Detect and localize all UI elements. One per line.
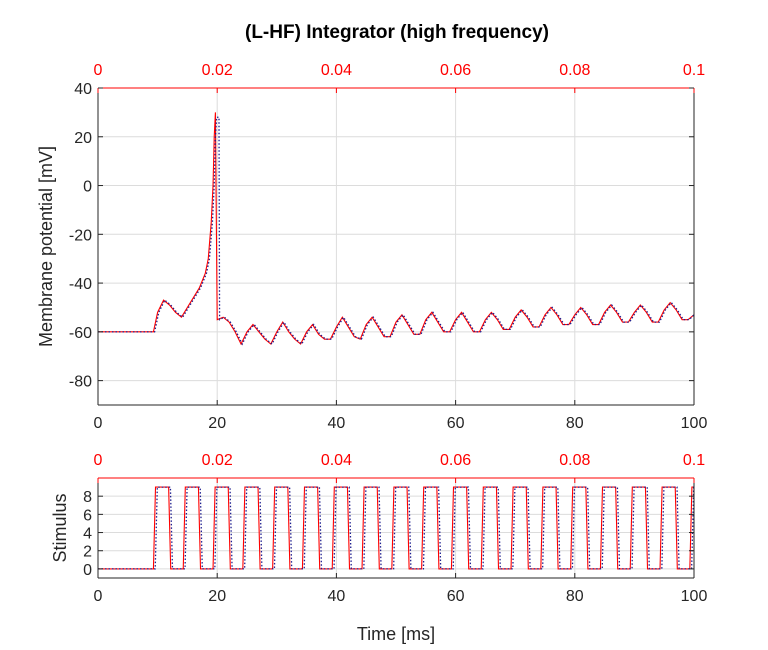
series-line-dotted bbox=[98, 486, 694, 570]
y-tick-label: 2 bbox=[83, 544, 92, 561]
membrane-potential-plot: 0 20 40 60 80 100 0 0.02 0.04 0.06 0.08 0.1 40 20 0 -20… bbox=[36, 62, 707, 432]
y-tick-label: 40 bbox=[74, 81, 92, 98]
top-x-tick-label: 0.06 bbox=[440, 62, 471, 79]
top-x-tick-label: 0.1 bbox=[683, 452, 705, 469]
y-tick-label: -80 bbox=[69, 374, 92, 391]
chart-title: (L-HF) Integrator (high frequency) bbox=[245, 22, 549, 43]
x-tick-label: 60 bbox=[447, 415, 465, 432]
series-line-solid bbox=[98, 112, 694, 346]
x-tick-label: 100 bbox=[681, 415, 708, 432]
x-axis-label: Time [ms] bbox=[357, 624, 435, 644]
top-x-tick-label: 0.04 bbox=[321, 62, 352, 79]
y-tick-label: 20 bbox=[74, 130, 92, 147]
y-axis-label: Membrane potential [mV] bbox=[36, 146, 56, 347]
x-tick-label: 0 bbox=[94, 588, 103, 605]
y-axis-label: Stimulus bbox=[50, 493, 70, 562]
y-tick-label: -40 bbox=[69, 276, 92, 293]
y-tick-label: 8 bbox=[83, 489, 92, 506]
top-x-tick-label: 0.02 bbox=[202, 452, 233, 469]
x-tick-label: 40 bbox=[328, 415, 346, 432]
series-line-dotted bbox=[98, 116, 694, 346]
top-x-tick-label: 0.1 bbox=[683, 62, 705, 79]
y-tick-label: 4 bbox=[83, 526, 92, 543]
top-x-tick-label: 0.08 bbox=[559, 62, 590, 79]
top-x-tick-label: 0 bbox=[94, 452, 103, 469]
y-tick-label: -20 bbox=[69, 227, 92, 244]
x-tick-label: 20 bbox=[208, 588, 226, 605]
top-x-tick-label: 0.04 bbox=[321, 452, 352, 469]
y-tick-label: 0 bbox=[83, 562, 92, 579]
x-tick-label: 40 bbox=[328, 588, 346, 605]
top-x-tick-label: 0 bbox=[94, 62, 103, 79]
x-tick-label: 0 bbox=[94, 415, 103, 432]
top-x-tick-label: 0.02 bbox=[202, 62, 233, 79]
y-tick-label: 0 bbox=[83, 179, 92, 196]
y-tick-label: -60 bbox=[69, 325, 92, 342]
x-tick-label: 80 bbox=[566, 588, 584, 605]
top-x-tick-label: 0.06 bbox=[440, 452, 471, 469]
x-tick-label: 100 bbox=[681, 588, 708, 605]
x-tick-label: 20 bbox=[208, 415, 226, 432]
x-tick-label: 60 bbox=[447, 588, 465, 605]
x-tick-label: 80 bbox=[566, 415, 584, 432]
y-tick-label: 6 bbox=[83, 507, 92, 524]
series-line-solid bbox=[98, 486, 694, 570]
top-x-tick-label: 0.08 bbox=[559, 452, 590, 469]
